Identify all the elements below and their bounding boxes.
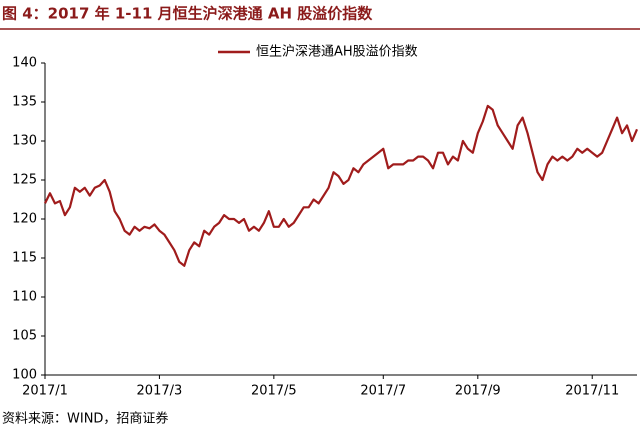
x-tick-label: 2017/1	[22, 384, 68, 399]
y-tick-label: 100	[12, 368, 37, 383]
y-tick-label: 105	[12, 329, 37, 344]
chart-title: 图 4：2017 年 1-11 月恒生沪深港通 AH 股溢价指数	[2, 5, 373, 23]
y-tick-label: 110	[12, 290, 37, 305]
y-tick-label: 140	[12, 56, 37, 71]
source-note: 资料来源：WIND，招商证券	[2, 411, 168, 427]
y-tick-label: 115	[12, 251, 37, 266]
x-tick-label: 2017/7	[360, 384, 406, 399]
legend-label: 恒生沪深港通AH股溢价指数	[256, 44, 418, 60]
y-tick-label: 130	[12, 134, 37, 149]
y-tick-label: 120	[12, 212, 37, 227]
x-tick-label: 2017/3	[137, 384, 183, 399]
x-tick-label: 2017/5	[251, 384, 297, 399]
y-tick-label: 135	[12, 95, 37, 110]
series-line	[44, 104, 639, 267]
x-tick-label: 2017/11	[565, 384, 619, 399]
x-tick-label: 2017/9	[455, 384, 501, 399]
y-tick-label: 125	[12, 173, 37, 188]
